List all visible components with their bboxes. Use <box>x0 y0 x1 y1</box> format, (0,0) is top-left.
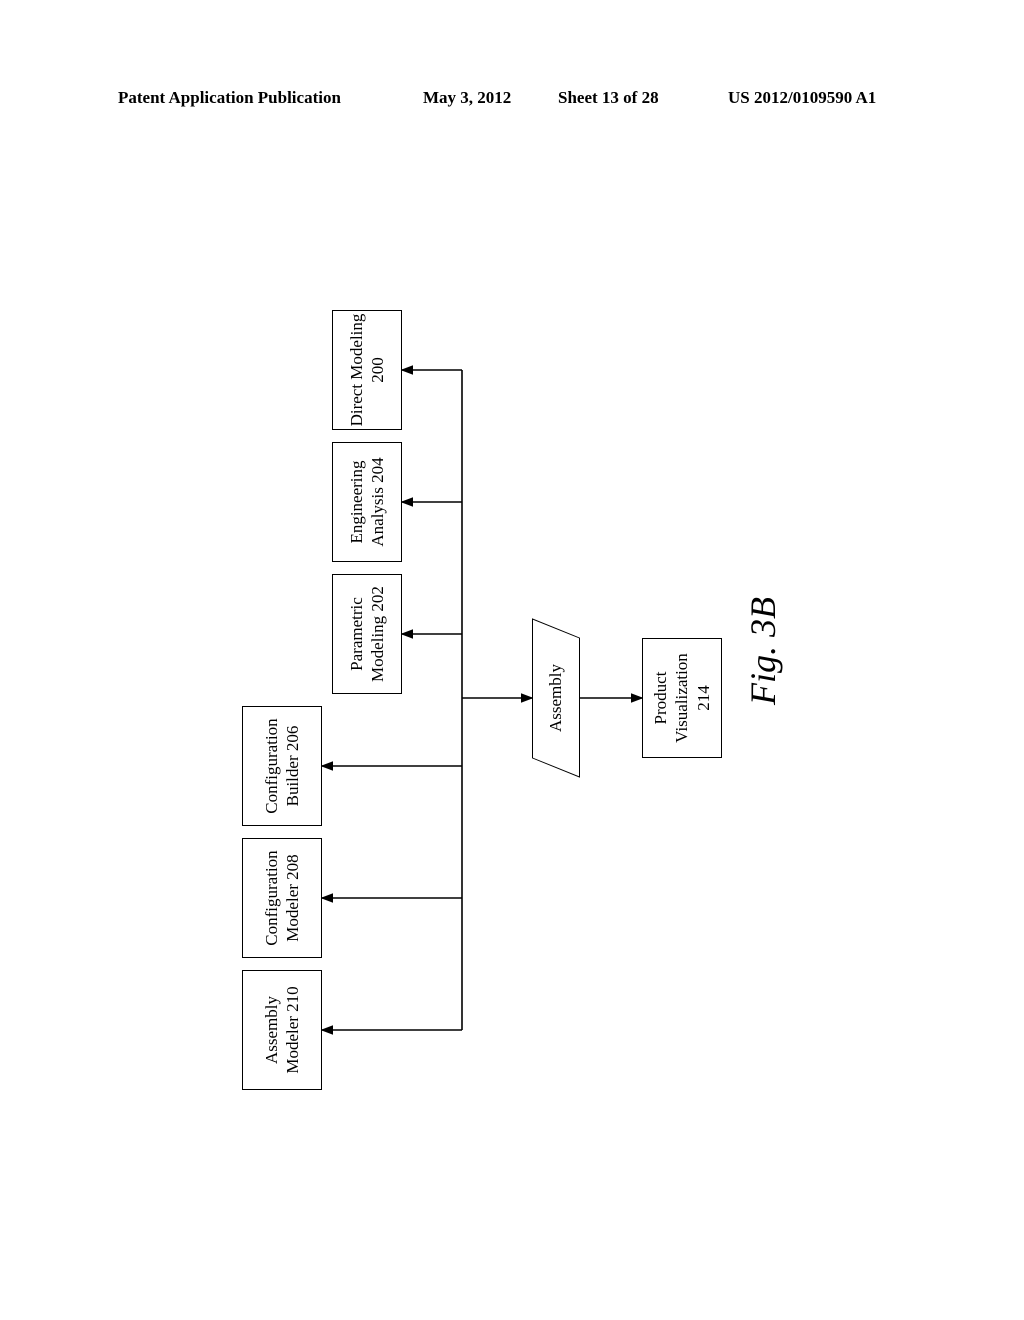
node-assembly_modeler: AssemblyModeler 210 <box>242 970 322 1090</box>
node-parametric_modeling: ParametricModeling 202 <box>332 574 402 694</box>
header-date: May 3, 2012 <box>423 88 511 108</box>
header-sheet: Sheet 13 of 28 <box>558 88 659 108</box>
node-assembly: Assembly <box>532 618 580 777</box>
diagram-area: AssemblyModeler 210ConfigurationModeler … <box>512 700 513 701</box>
header-pub: Patent Application Publication <box>118 88 341 108</box>
node-product_visualization: ProductVisualization214 <box>642 638 722 758</box>
node-configuration_builder: ConfigurationBuilder 206 <box>242 706 322 826</box>
node-engineering_analysis: EngineeringAnalysis 204 <box>332 442 402 562</box>
header-pubno: US 2012/0109590 A1 <box>728 88 876 108</box>
figure-label: Fig. 3B <box>742 597 784 705</box>
node-direct_modeling: Direct Modeling200 <box>332 310 402 430</box>
node-configuration_modeler: ConfigurationModeler 208 <box>242 838 322 958</box>
